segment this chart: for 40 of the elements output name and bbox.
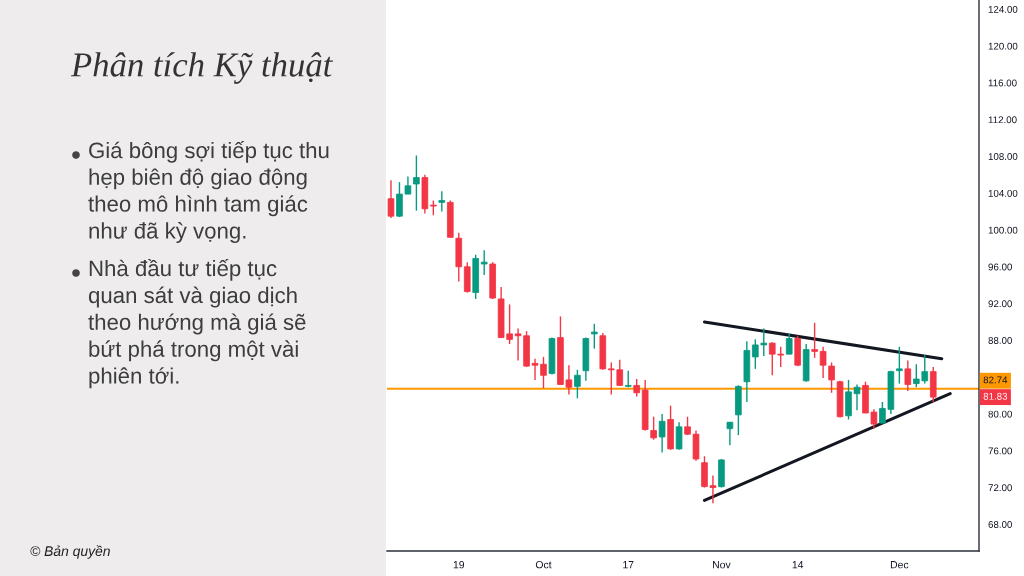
text: Giá bông sợi tiếp tục thu hẹp biên độ giao động theo mô hình tam giác như đã kỳ vọng. [88, 141, 329, 244]
candlestick [438, 190, 446, 213]
y-tick-label: 120.00 [988, 42, 1018, 50]
candlestick [904, 359, 912, 392]
y-tick-label: 92.00 [988, 300, 1012, 308]
text: Phân tích Kỹ thuật [70, 52, 334, 84]
candlestick [658, 413, 666, 454]
x-tick-label: Oct [535, 561, 552, 569]
text: © Bản quyền [30, 545, 110, 559]
x-tick-label: Dec [890, 561, 909, 569]
y-tick-label: 76.00 [988, 447, 1012, 455]
y-tick-label: 88.00 [988, 337, 1012, 344]
y-tick-label: 80.00 [988, 410, 1012, 418]
ref-line-label: 82.74 [983, 376, 1008, 384]
y-tick-label: 96.00 [988, 263, 1012, 271]
candlestick [591, 323, 598, 350]
x-tick-label: 14 [792, 561, 804, 569]
y-tick-label: 72.00 [988, 484, 1012, 492]
candlestick [574, 369, 581, 399]
candlestick [480, 249, 488, 276]
y-tick-label: 116.00 [988, 79, 1017, 87]
y-tick-label: 108.00 [988, 153, 1018, 160]
candlestick [785, 333, 793, 355]
y-tick-label: 124.00 [988, 5, 1018, 13]
candlestick [650, 416, 657, 441]
candlestick [675, 421, 683, 451]
y-tick-label: 100.00 [988, 226, 1018, 234]
y-tick-label: 104.00 [988, 189, 1018, 197]
y-tick-label: 68.00 [988, 521, 1012, 528]
text: 81.83 [983, 392, 1008, 400]
x-tick-label: 19 [453, 561, 465, 569]
y-tick-label: 112.00 [988, 116, 1017, 124]
candlestick [387, 179, 395, 219]
candlestick [726, 421, 734, 446]
candlestick [896, 346, 903, 385]
x-tick-label: Nov [713, 561, 731, 569]
text: Nhà đầu tư tiếp tục quan sát và giao dịch theo hướng mà giá sẽ bứt phá trong một vài phiên tới. [88, 259, 306, 389]
x-tick-label: 17 [623, 561, 634, 569]
candlestick [413, 154, 420, 212]
candlestick [811, 322, 818, 359]
